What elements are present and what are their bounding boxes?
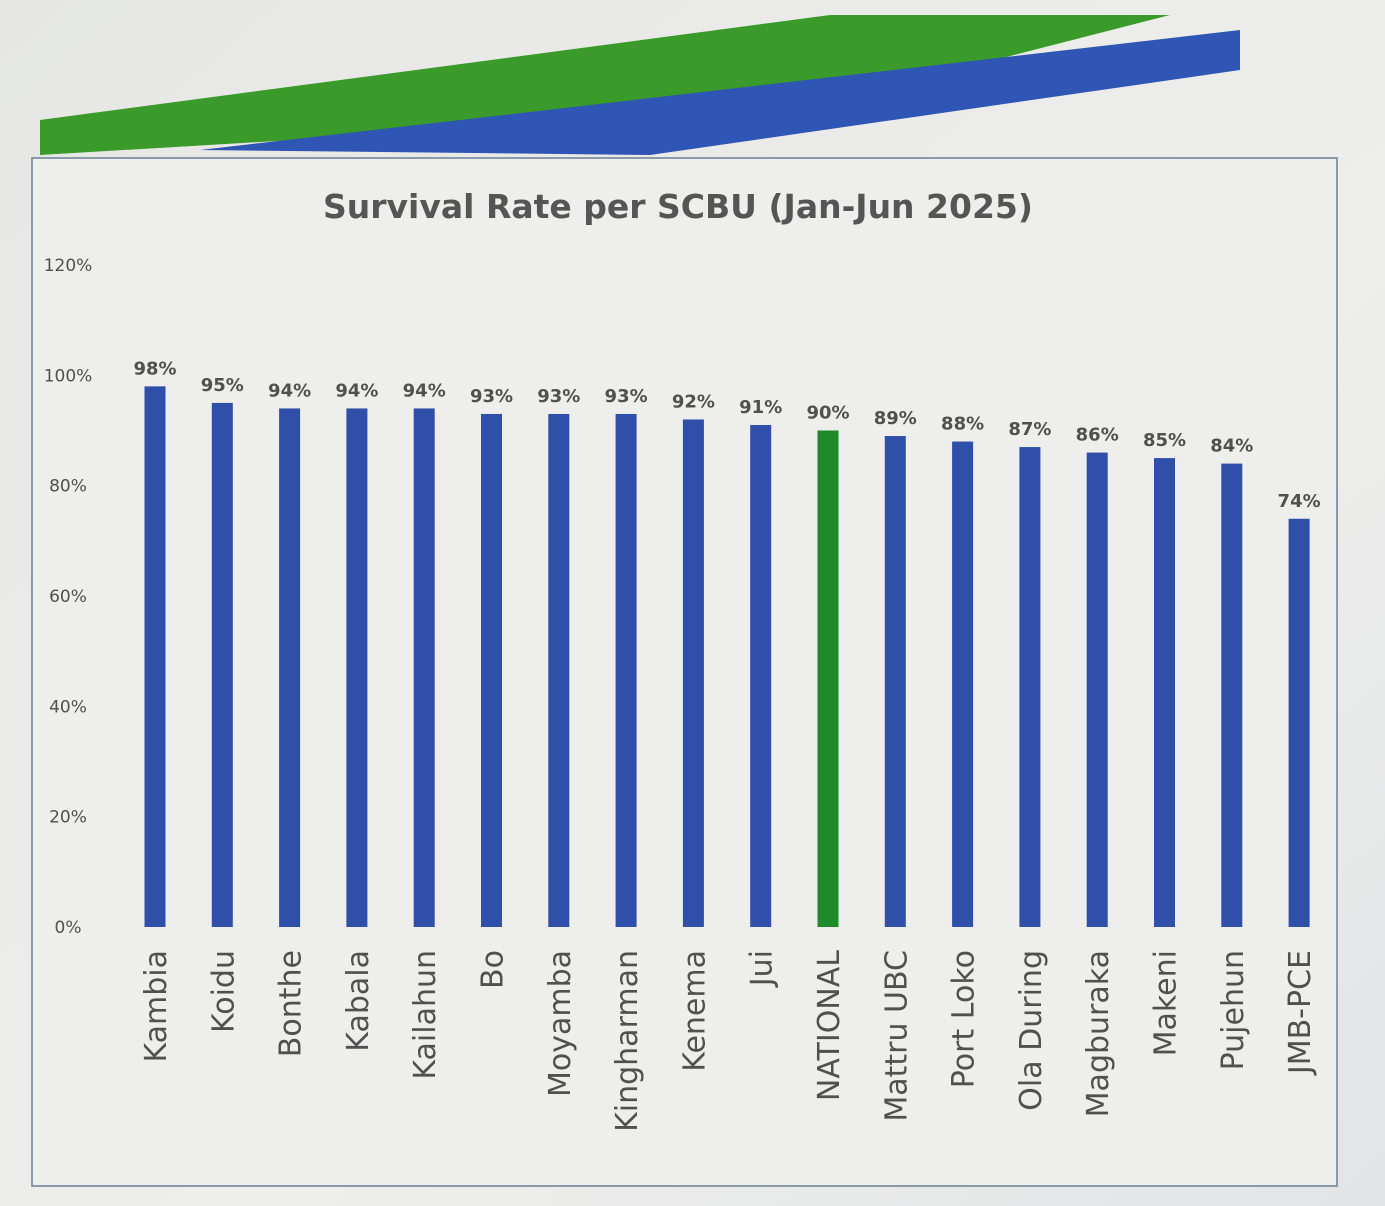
bar-moyamba — [548, 413, 570, 927]
category-label: Kailahun — [408, 950, 443, 1080]
data-label: 90% — [806, 403, 849, 424]
category-label: Makeni — [1149, 950, 1184, 1056]
data-label: 85% — [1143, 430, 1186, 451]
data-label: 98% — [133, 358, 176, 379]
y-tick-label: 60% — [49, 587, 87, 607]
data-label: 74% — [1278, 491, 1321, 512]
bar-kambia — [144, 386, 166, 927]
bar-magburaka — [1086, 452, 1108, 927]
category-label: NATIONAL — [812, 950, 847, 1101]
data-label: 94% — [403, 380, 446, 401]
bar-national — [817, 430, 839, 927]
bar-mattru-ubc — [884, 436, 906, 927]
data-label: 91% — [739, 397, 782, 418]
category-label: JMB-PCE — [1283, 950, 1318, 1076]
category-label: Koidu — [206, 950, 241, 1033]
data-label: 93% — [470, 386, 513, 407]
data-label: 92% — [672, 391, 715, 412]
y-tick-label: 20% — [49, 808, 87, 828]
chart-title: Survival Rate per SCBU (Jan-Jun 2025) — [323, 187, 1033, 226]
data-label: 94% — [335, 380, 378, 401]
category-label: Pujehun — [1216, 950, 1251, 1070]
bar-kenema — [682, 419, 704, 927]
data-label: 87% — [1008, 419, 1051, 440]
category-label: Ola During — [1014, 950, 1049, 1111]
category-label: Port Loko — [947, 950, 982, 1088]
y-tick-label: 40% — [49, 697, 87, 717]
category-label: Bo — [476, 950, 511, 989]
data-label: 86% — [1076, 425, 1119, 446]
bar-port-loko — [952, 441, 974, 927]
category-label: Kabala — [341, 950, 376, 1052]
bar-kailahun — [413, 408, 435, 927]
category-label: Kingharman — [610, 950, 645, 1132]
decorative-blue-ribbon — [200, 30, 1240, 155]
y-tick-label: 120% — [44, 256, 93, 276]
y-tick-label: 80% — [49, 477, 87, 497]
decorative-green-ribbon — [40, 15, 1170, 155]
category-label: Moyamba — [543, 950, 578, 1097]
bar-jui — [750, 424, 772, 927]
data-label: 88% — [941, 414, 984, 435]
data-label: 95% — [201, 375, 244, 396]
bar-kabala — [346, 408, 368, 927]
category-label: Kenema — [677, 950, 712, 1072]
bar-pujehun — [1221, 463, 1243, 927]
category-label: Kambia — [139, 950, 174, 1063]
category-label: Magburaka — [1081, 950, 1116, 1117]
category-label: Mattru UBC — [879, 950, 914, 1122]
bar-jmb-pce — [1288, 518, 1310, 927]
data-label: 93% — [537, 386, 580, 407]
data-label: 84% — [1210, 436, 1253, 457]
category-label: Jui — [745, 950, 780, 988]
data-label: 89% — [874, 408, 917, 429]
y-tick-label: 0% — [55, 918, 82, 938]
bar-koidu — [211, 402, 233, 928]
bar-bonthe — [279, 408, 301, 927]
bar-bo — [481, 413, 502, 927]
bar-ola-during — [1019, 447, 1041, 927]
bar-kingharman — [615, 413, 637, 927]
y-tick-label: 100% — [44, 366, 93, 386]
bar-makeni — [1154, 458, 1175, 927]
category-label: Bonthe — [274, 950, 309, 1057]
data-label: 94% — [268, 380, 311, 401]
data-label: 93% — [605, 386, 648, 407]
